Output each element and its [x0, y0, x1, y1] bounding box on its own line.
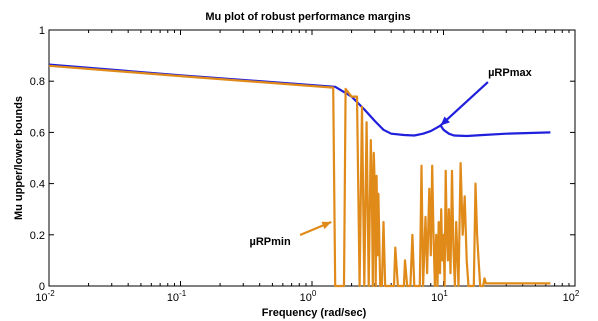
- annotation-rpmin-arrowhead: [321, 221, 332, 230]
- x-tick-label: 10-2: [35, 289, 55, 304]
- x-tick-label: 100: [300, 289, 317, 304]
- plot-lines: [48, 63, 551, 288]
- chart-annotations: µRPmax µRPmin: [249, 67, 532, 248]
- y-tick-label: 1: [39, 25, 45, 37]
- y-tick-label: 0.6: [30, 127, 45, 139]
- x-axis-label: Frequency (rad/sec): [262, 307, 367, 319]
- annotation-rpmax-arrow: [439, 81, 489, 127]
- annotation-rpmin-label: µRPmin: [249, 236, 290, 248]
- y-tick-label: 0.4: [30, 179, 45, 191]
- chart-title: Mu plot of robust performance margins: [205, 11, 410, 23]
- x-tick-label: 10-1: [167, 289, 187, 304]
- annotation-rpmax-arrowhead: [440, 116, 450, 126]
- y-tick-label: 0.2: [30, 230, 45, 242]
- y-axis-label: Mu upper/lower bounds: [13, 96, 25, 220]
- x-tick-label: 101: [431, 289, 448, 304]
- x-tick-label: 102: [563, 289, 580, 304]
- y-tick-label: 0.8: [30, 76, 45, 88]
- mu-lower-bound-line: [48, 64, 551, 288]
- mu-upper-bound-line: [48, 63, 551, 138]
- axis-ticks: 10-2 10-1 100 101 102 0 0.2 0.4 0.6 0.8 1: [30, 25, 580, 304]
- y-tick-label: 0: [39, 281, 45, 293]
- annotation-rpmax-label: µRPmax: [488, 67, 533, 79]
